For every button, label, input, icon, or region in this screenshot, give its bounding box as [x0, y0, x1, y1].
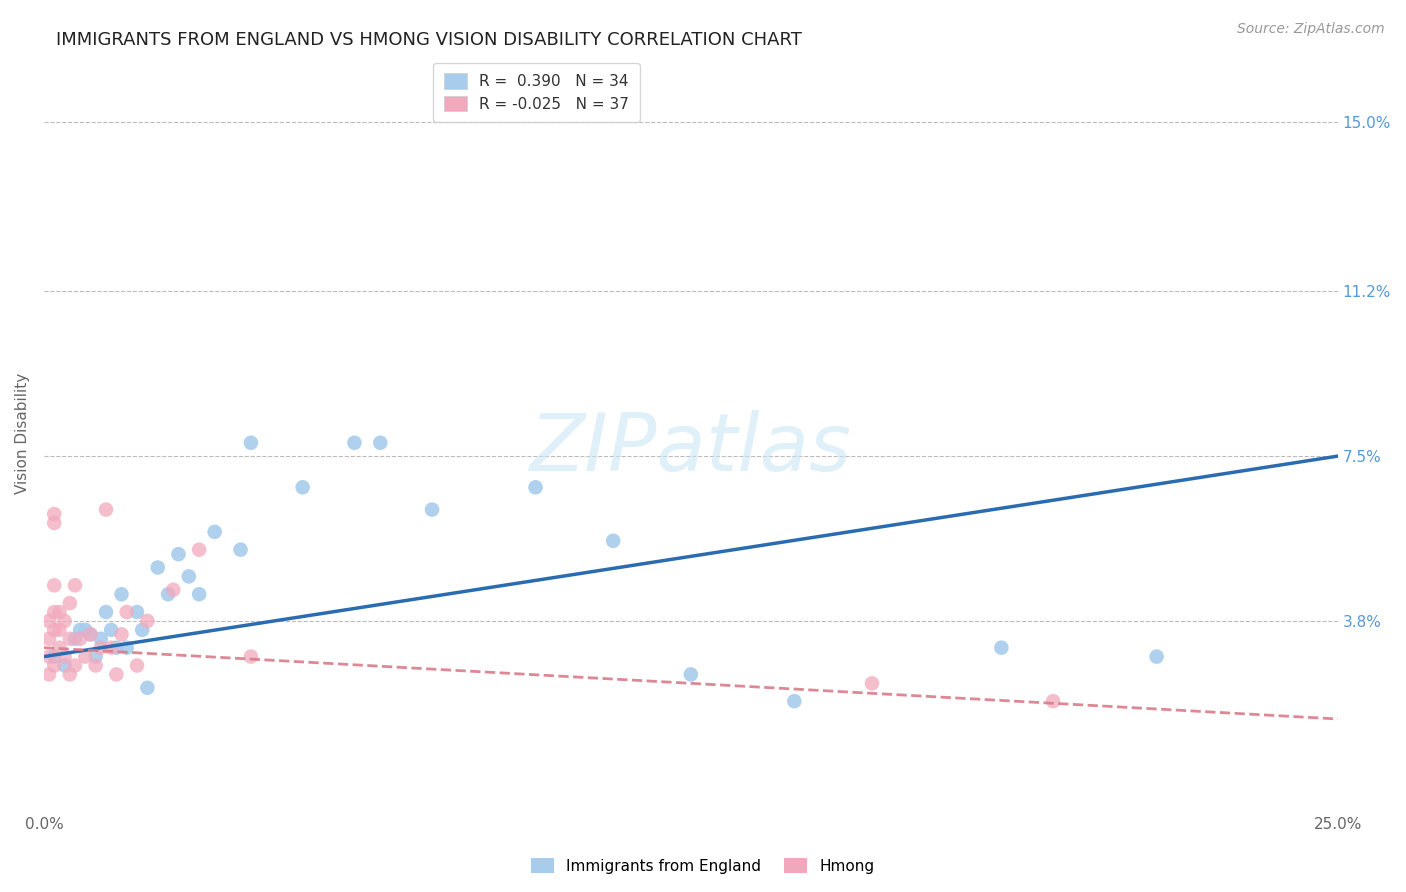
Point [94, 502, 117, 516]
Point [602, 533, 624, 548]
Text: IMMIGRANTS FROM ENGLAND VS HMONG VISION DISABILITY CORRELATION CHART: IMMIGRANTS FROM ENGLAND VS HMONG VISION … [56, 31, 801, 49]
Point [44, 649, 66, 664]
Point [63, 632, 86, 646]
Point [1042, 694, 1064, 708]
Point [105, 667, 128, 681]
Point [44, 516, 66, 530]
Point [105, 640, 128, 655]
Point [524, 480, 547, 494]
Point [679, 667, 702, 681]
Point [69, 623, 91, 637]
Point [38, 649, 60, 664]
Point [44, 605, 66, 619]
Point [162, 582, 184, 597]
Point [90, 632, 112, 646]
Point [59, 596, 82, 610]
Point [136, 614, 159, 628]
Point [177, 569, 200, 583]
Point [115, 605, 138, 619]
Point [1146, 649, 1168, 664]
Point [188, 542, 211, 557]
Point [38, 632, 60, 646]
Point [75, 623, 97, 637]
Point [48, 640, 70, 655]
Point [291, 480, 314, 494]
Point [38, 614, 60, 628]
Legend: R =  0.390   N = 34, R = -0.025   N = 37: R = 0.390 N = 34, R = -0.025 N = 37 [433, 62, 640, 122]
Point [100, 623, 122, 637]
Point [53, 649, 76, 664]
Point [188, 587, 211, 601]
Point [69, 632, 91, 646]
Point [239, 435, 262, 450]
Point [420, 502, 443, 516]
Point [229, 542, 252, 557]
Point [110, 627, 132, 641]
Point [146, 560, 169, 574]
Point [38, 667, 60, 681]
Point [94, 605, 117, 619]
Legend: Immigrants from England, Hmong: Immigrants from England, Hmong [526, 852, 880, 880]
Point [79, 627, 101, 641]
Point [63, 658, 86, 673]
Point [125, 658, 148, 673]
Point [84, 649, 107, 664]
Point [343, 435, 366, 450]
Point [44, 578, 66, 592]
Point [990, 640, 1012, 655]
Point [79, 627, 101, 641]
Text: Source: ZipAtlas.com: Source: ZipAtlas.com [1237, 22, 1385, 37]
Y-axis label: Vision Disability: Vision Disability [15, 373, 30, 494]
Point [59, 667, 82, 681]
Text: ZIPatlas: ZIPatlas [530, 410, 852, 488]
Point [204, 524, 226, 539]
Point [125, 605, 148, 619]
Point [48, 605, 70, 619]
Point [239, 649, 262, 664]
Point [44, 658, 66, 673]
Point [136, 681, 159, 695]
Point [131, 623, 153, 637]
Point [860, 676, 883, 690]
Point [59, 632, 82, 646]
Point [44, 623, 66, 637]
Point [368, 435, 391, 450]
Point [48, 623, 70, 637]
Point [84, 658, 107, 673]
Point [63, 578, 86, 592]
Point [100, 640, 122, 655]
Point [44, 507, 66, 521]
Point [110, 587, 132, 601]
Point [53, 614, 76, 628]
Point [115, 640, 138, 655]
Point [53, 658, 76, 673]
Point [167, 547, 190, 561]
Point [90, 640, 112, 655]
Point [783, 694, 806, 708]
Point [75, 649, 97, 664]
Point [157, 587, 180, 601]
